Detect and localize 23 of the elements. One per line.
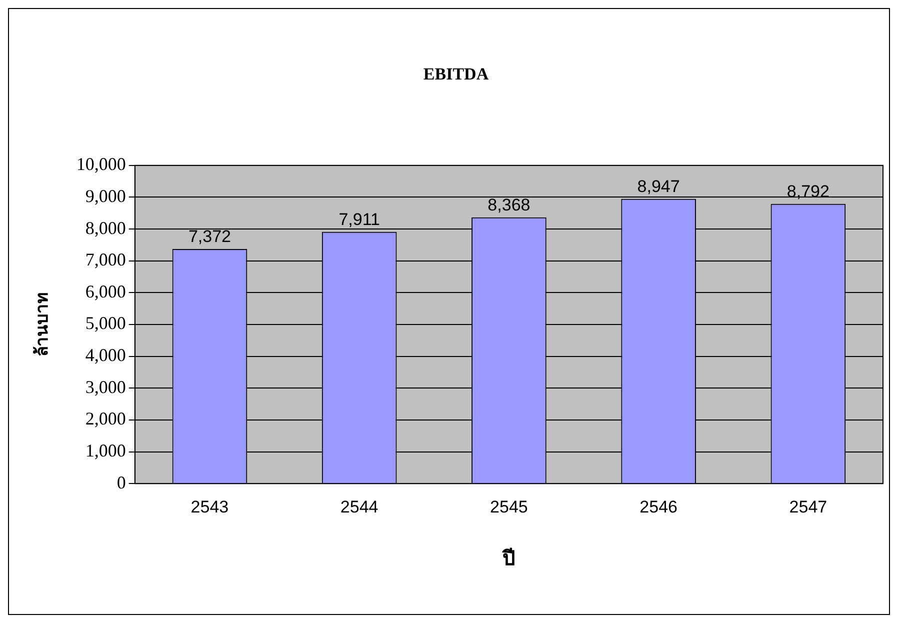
y-axis-title: ล้านบาท xyxy=(32,292,53,356)
y-tick-label: 10,000 xyxy=(76,154,126,174)
y-tick-label: 0 xyxy=(116,472,126,492)
y-tick-label: 2,000 xyxy=(85,408,126,429)
x-tick-label: 2546 xyxy=(640,497,678,516)
y-tick-label: 8,000 xyxy=(85,218,126,238)
x-tick-label: 2543 xyxy=(190,497,229,516)
data-label: 8,368 xyxy=(488,196,530,215)
y-tick-label: 4,000 xyxy=(85,345,126,366)
x-tick-label: 2544 xyxy=(340,497,378,516)
data-label: 8,947 xyxy=(637,177,680,196)
y-tick-label: 5,000 xyxy=(85,313,126,334)
chart-title: EBITDA xyxy=(423,64,490,84)
y-tick-label: 9,000 xyxy=(85,186,126,206)
y-tick-label: 3,000 xyxy=(85,376,126,397)
x-tick-label: 2547 xyxy=(789,497,828,516)
x-axis-title: ปี xyxy=(501,546,516,570)
data-label: 7,372 xyxy=(188,227,231,246)
y-tick-label: 7,000 xyxy=(85,250,126,270)
x-tick-label: 2545 xyxy=(490,497,528,516)
data-label: 7,911 xyxy=(338,210,380,230)
y-tick-label: 6,000 xyxy=(85,281,126,302)
y-tick-label: 1,000 xyxy=(85,440,126,461)
